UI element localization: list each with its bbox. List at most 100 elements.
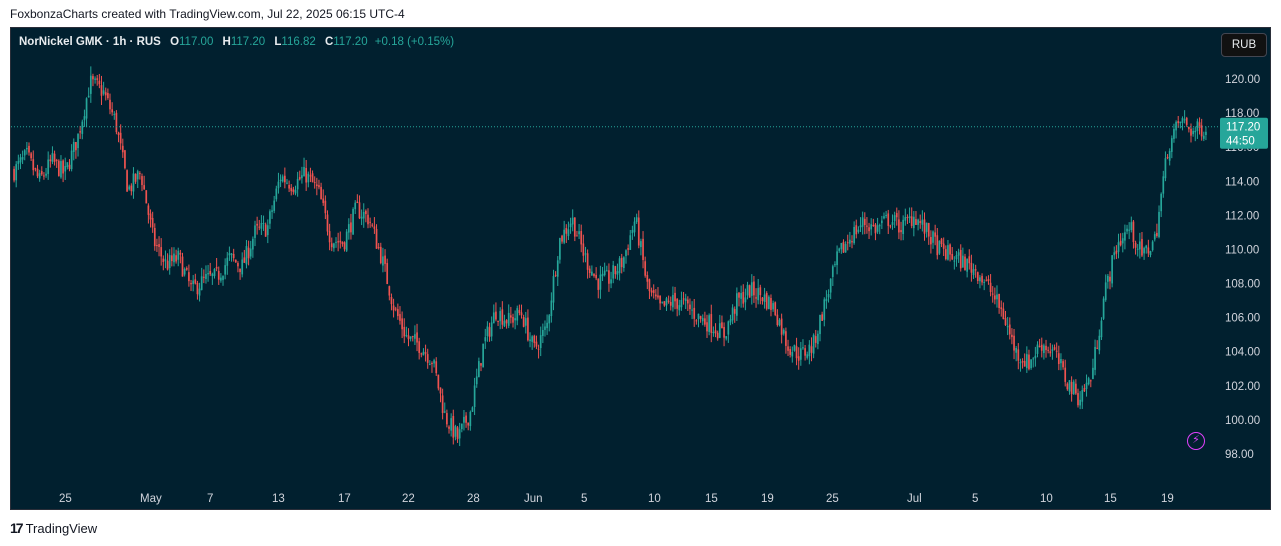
candle-body xyxy=(379,246,382,264)
candle-body xyxy=(522,316,525,327)
candle-body xyxy=(275,188,278,200)
candle-body xyxy=(874,224,877,234)
candle-body xyxy=(1028,354,1030,370)
candle-body xyxy=(614,266,617,275)
candle-body xyxy=(175,255,177,262)
candle-body xyxy=(40,171,43,175)
candle-body xyxy=(1043,345,1045,354)
candle-body xyxy=(1145,245,1148,249)
candle-body xyxy=(394,308,397,310)
candle-body xyxy=(326,214,329,232)
candle-body xyxy=(721,322,723,329)
candle-body xyxy=(989,282,992,293)
candle-body xyxy=(736,293,738,316)
candle-body xyxy=(531,336,534,342)
close-value: 117.20 xyxy=(333,36,368,48)
candle-body xyxy=(934,232,937,237)
candle-body xyxy=(1068,380,1071,392)
candle-body xyxy=(825,298,828,302)
candle-body xyxy=(262,223,265,225)
candle-body xyxy=(57,160,60,176)
candle-body xyxy=(318,185,320,188)
candle-body xyxy=(708,315,710,332)
chart-panel[interactable]: 98.00 100.00 102.00 104.00 106.00 108.00 110.0… xyxy=(10,27,1271,510)
price-chart[interactable]: 98.00 100.00 102.00 104.00 106.00 108.00 110.0… xyxy=(11,28,1270,509)
candle-body xyxy=(782,329,785,334)
candle-body xyxy=(407,335,410,340)
candle-body xyxy=(787,346,789,351)
candle-body xyxy=(341,241,344,245)
candle-body xyxy=(85,98,88,119)
candle-body xyxy=(516,308,519,321)
candle-body xyxy=(1196,121,1199,131)
candle-body xyxy=(43,175,45,177)
candle-body xyxy=(1194,130,1197,133)
candle-body xyxy=(529,339,531,342)
candle-body xyxy=(684,298,687,301)
candle-body xyxy=(1104,282,1107,300)
candle-body xyxy=(667,300,670,302)
candle-body xyxy=(814,336,817,343)
candle-body xyxy=(1064,367,1067,382)
candle-body xyxy=(789,349,792,355)
candle-body xyxy=(399,314,401,321)
candle-body xyxy=(352,209,354,235)
candle-body xyxy=(1198,122,1201,128)
candle-body xyxy=(1188,127,1190,130)
candle-body xyxy=(1136,248,1139,250)
candle-body xyxy=(305,168,308,183)
candle-body xyxy=(966,258,968,272)
candle-body xyxy=(484,337,487,342)
candle-body xyxy=(1087,378,1090,385)
candle-body xyxy=(164,259,167,261)
candle-body xyxy=(254,225,256,238)
candle-body xyxy=(1153,234,1156,240)
candle-body xyxy=(371,224,374,226)
candle-body xyxy=(307,173,310,183)
candle-body xyxy=(987,278,990,282)
candle-body xyxy=(912,216,915,229)
candle-body xyxy=(215,266,218,269)
candle-body xyxy=(520,312,523,316)
price-tick-label: 100.00 xyxy=(1225,415,1260,427)
candle-body xyxy=(241,259,244,275)
lightning-icon[interactable]: ⚡ xyxy=(1187,432,1205,450)
candle-body xyxy=(405,335,408,337)
candle-body xyxy=(770,298,772,310)
candle-body xyxy=(243,257,246,263)
candle-body xyxy=(652,290,655,293)
candle-body xyxy=(610,279,612,284)
candle-body xyxy=(298,177,301,180)
candle-body xyxy=(1109,276,1111,282)
candle-body xyxy=(213,268,216,277)
candle-body xyxy=(725,336,728,339)
candle-body xyxy=(456,427,459,440)
candle-body xyxy=(714,330,717,334)
candle-body xyxy=(72,141,75,152)
candle-body xyxy=(362,211,365,219)
candle-body xyxy=(151,217,154,228)
candle-body xyxy=(247,247,250,259)
candle-body xyxy=(872,224,875,226)
candle-body xyxy=(501,309,504,325)
candle-body xyxy=(740,293,742,299)
candle-body xyxy=(26,147,28,150)
candle-body xyxy=(81,121,84,134)
currency-button[interactable]: RUB xyxy=(1221,33,1267,57)
candle-body xyxy=(1138,241,1141,250)
candle-body xyxy=(23,150,26,156)
candle-body xyxy=(205,273,207,279)
candle-body xyxy=(861,217,864,227)
candle-body xyxy=(1002,308,1005,320)
candle-body xyxy=(309,175,312,177)
candle-body xyxy=(844,243,847,253)
price-tick-label: 110.00 xyxy=(1225,244,1259,256)
candle-body xyxy=(1051,349,1054,351)
candle-body xyxy=(1077,393,1079,406)
candle-body xyxy=(200,276,203,290)
candle-body xyxy=(1170,138,1173,152)
candle-body xyxy=(712,331,715,334)
candle-body xyxy=(996,294,998,300)
candle-body xyxy=(591,271,593,276)
candle-body xyxy=(663,301,666,306)
